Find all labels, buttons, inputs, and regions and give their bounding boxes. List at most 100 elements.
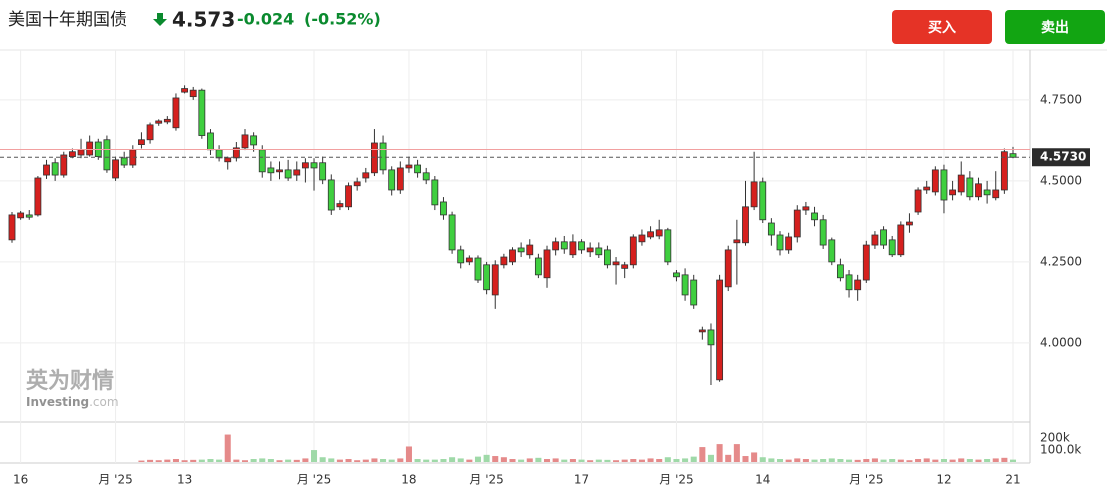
volume-bar [966, 459, 973, 462]
volume-bar [776, 459, 784, 462]
candle-body [8, 214, 16, 241]
candle-body [310, 162, 318, 169]
candle-body [362, 172, 370, 179]
candle-body [68, 151, 76, 157]
volume-bar [578, 459, 585, 462]
candle-body [828, 239, 836, 263]
volume-tick-label: 100.0k [1040, 443, 1081, 457]
x-tick-label: 14 [755, 473, 770, 487]
candle-body [301, 162, 309, 169]
volume-bar [690, 456, 697, 462]
candle-body [750, 181, 758, 208]
volume-bar [336, 459, 343, 462]
volume-bar [863, 459, 870, 462]
candle-body [146, 124, 154, 141]
candle-body [949, 189, 957, 196]
candle-body [802, 206, 810, 211]
volume-bar [431, 459, 438, 462]
candle-body [836, 264, 844, 279]
volume-bar [759, 457, 766, 462]
candle-body [983, 189, 991, 196]
candle-body [17, 212, 25, 219]
down-arrow-icon [153, 13, 167, 26]
volume-bar [854, 459, 861, 462]
volume-bar [656, 459, 663, 462]
candle-body [862, 244, 870, 281]
volume-bar [915, 459, 922, 462]
candle-body [897, 224, 905, 256]
candle-body [371, 142, 378, 174]
buy-button[interactable] [892, 10, 992, 44]
volume-bar [388, 459, 395, 462]
candle-body [51, 162, 59, 176]
volume-bar [526, 458, 533, 462]
volume-bar [285, 459, 292, 462]
volume-bar [518, 459, 525, 462]
volume-bar [138, 460, 145, 462]
volume-bar [820, 459, 827, 462]
volume-bar [621, 459, 628, 462]
candle-body [923, 186, 931, 191]
candle-body [543, 249, 551, 279]
volume-bar [569, 459, 576, 462]
marks [0, 85, 1030, 462]
volume-bar [802, 459, 809, 462]
candle-body [664, 229, 672, 263]
price-change: -0.024 [237, 10, 294, 29]
volume-bar [768, 458, 775, 462]
x-tick-label: 月 '25 [849, 473, 883, 487]
candle-body [604, 249, 611, 266]
volume-bar [233, 459, 240, 462]
volume-bar [241, 460, 249, 462]
volume-bar [224, 434, 231, 462]
candle-body [25, 214, 33, 218]
volume-bar [906, 460, 913, 462]
candle-body [966, 177, 974, 198]
buy-button-label[interactable]: 买入 [928, 20, 956, 36]
candle-body [215, 149, 223, 159]
candle-body [43, 164, 50, 176]
candle-body [681, 274, 689, 296]
volume-bar [267, 459, 274, 462]
candle-body [526, 244, 534, 256]
sell-button[interactable] [1005, 10, 1105, 44]
volume-bar [172, 459, 179, 462]
candle-body [733, 239, 741, 244]
x-tick-label: 18 [401, 473, 416, 487]
candle-body [629, 236, 637, 266]
volume-bar [492, 456, 499, 462]
candle-body [120, 157, 128, 166]
candle-body [353, 181, 361, 187]
candle-body [552, 241, 560, 251]
candle-body [819, 219, 827, 246]
volume-bar [414, 459, 421, 462]
candle-body [742, 206, 749, 244]
candle-body [103, 139, 111, 171]
candle-body [655, 229, 663, 237]
volume-bar [923, 458, 930, 462]
volume-bar [846, 459, 853, 462]
y-tick-label: 4.5000 [1040, 173, 1082, 187]
candle-body [189, 89, 197, 98]
volume-bar [328, 458, 335, 462]
volume-bar [673, 459, 680, 462]
volume-bar [207, 459, 214, 462]
candle-body [880, 229, 887, 246]
volume-bar [509, 459, 516, 462]
candle-body [293, 169, 301, 176]
candle-body [767, 222, 775, 236]
volume-bar [871, 458, 878, 462]
volume-bar [638, 459, 645, 462]
watermark-cn: 英为财情 [26, 368, 114, 394]
candle-body [448, 214, 456, 251]
candle-body [181, 88, 189, 93]
volume-bar [949, 459, 956, 462]
candle-body [465, 257, 473, 263]
candle-body [811, 212, 818, 221]
sell-button-label[interactable]: 卖出 [1041, 19, 1069, 36]
candle-body [422, 172, 430, 181]
candle-body [776, 234, 784, 251]
volume-tick-label: 200k [1040, 431, 1070, 445]
volume-bar [345, 459, 352, 462]
candle-body [388, 169, 396, 191]
